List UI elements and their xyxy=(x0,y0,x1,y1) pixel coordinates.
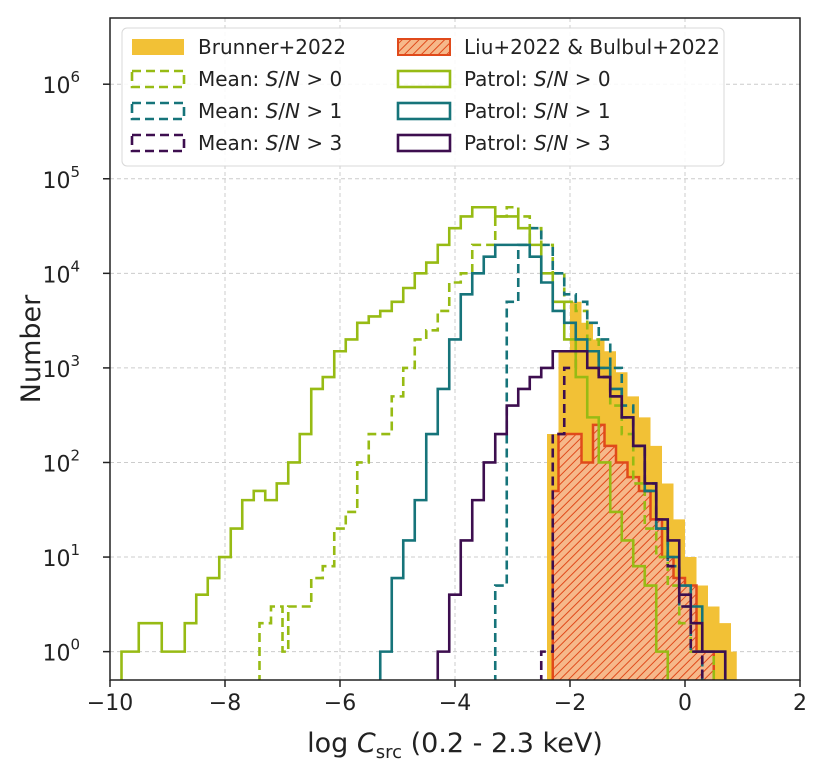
x-tick-label: −4 xyxy=(439,691,471,716)
legend-swatch xyxy=(397,38,451,56)
legend-swatch xyxy=(396,133,452,153)
y-tick-label: 102 xyxy=(42,446,80,477)
legend-swatch xyxy=(132,39,184,55)
legend-swatch xyxy=(130,101,186,121)
x-tick-label: 2 xyxy=(793,691,807,716)
legend-label: Brunner+2022 xyxy=(198,35,346,59)
legend-label: Mean: S/N > 1 xyxy=(198,99,342,123)
x-tick-label: −10 xyxy=(87,691,133,716)
x-tick-label: −2 xyxy=(554,691,586,716)
legend-item-mean-s-n-3: Mean: S/N > 3 xyxy=(130,131,342,155)
legend-label: Patrol: S/N > 0 xyxy=(464,67,611,91)
legend-label: Patrol: S/N > 3 xyxy=(464,131,611,155)
legend-item-mean-s-n-0: Mean: S/N > 0 xyxy=(130,67,342,91)
series-patrol-s-n-0 xyxy=(120,205,670,680)
legend-swatch xyxy=(396,101,452,121)
legend-item-liu-2022-bulbul-2022: Liu+2022 & Bulbul+2022 xyxy=(397,35,720,59)
legend-swatch xyxy=(396,69,452,89)
legend-item-patrol-s-n-0: Patrol: S/N > 0 xyxy=(396,67,611,91)
x-axis-ticks: −10 −8 −6 −4 −2 0 2 xyxy=(87,680,807,716)
x-tick-label: −8 xyxy=(209,691,241,716)
y-tick-label: 104 xyxy=(42,257,80,288)
legend-label: Liu+2022 & Bulbul+2022 xyxy=(464,35,720,59)
x-tick-label: −6 xyxy=(324,691,356,716)
legend-item-patrol-s-n-3: Patrol: S/N > 3 xyxy=(396,131,611,155)
legend-item-patrol-s-n-1: Patrol: S/N > 1 xyxy=(396,99,611,123)
legend: Brunner+2022 Mean: S/N > 0 Mean: S/N > 1 Me… xyxy=(121,27,725,167)
step-line xyxy=(436,349,727,680)
legend-box xyxy=(121,27,725,167)
y-tick-label: 105 xyxy=(42,163,80,194)
series-patrol-s-n-3 xyxy=(436,349,727,680)
x-axis-title: log Csrc (0.2 - 2.3 keV) xyxy=(307,728,603,763)
y-tick-label: 103 xyxy=(42,352,80,383)
series-mean-s-n-0 xyxy=(258,205,716,680)
y-tick-label: 106 xyxy=(42,68,80,99)
legend-item-mean-s-n-1: Mean: S/N > 1 xyxy=(130,99,342,123)
y-tick-label: 101 xyxy=(42,541,80,572)
legend-label: Mean: S/N > 3 xyxy=(198,131,342,155)
legend-item-brunner-2022: Brunner+2022 xyxy=(132,35,346,59)
y-axis-title: Number xyxy=(16,294,47,403)
histogram-steps xyxy=(120,205,727,680)
y-axis-ticks: 100 101 102 103 104 105 106 xyxy=(42,68,110,667)
step-line xyxy=(258,205,716,680)
legend-label: Mean: S/N > 0 xyxy=(198,67,342,91)
legend-swatch xyxy=(130,69,186,89)
x-tick-label: 0 xyxy=(678,691,692,716)
legend-label: Patrol: S/N > 1 xyxy=(464,99,611,123)
step-line xyxy=(120,205,670,680)
legend-swatch xyxy=(130,133,186,153)
y-tick-label: 100 xyxy=(42,636,80,667)
